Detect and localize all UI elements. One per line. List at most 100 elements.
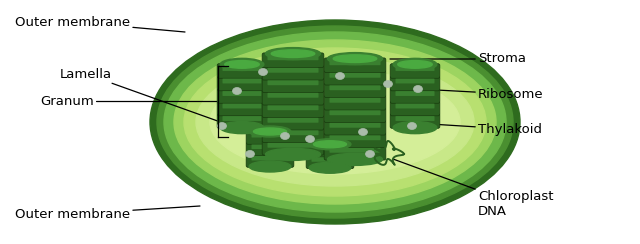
FancyBboxPatch shape	[324, 95, 386, 110]
Ellipse shape	[309, 162, 351, 173]
Ellipse shape	[157, 26, 513, 218]
Ellipse shape	[266, 48, 321, 60]
FancyBboxPatch shape	[396, 91, 435, 96]
FancyBboxPatch shape	[330, 110, 381, 115]
FancyBboxPatch shape	[268, 130, 319, 135]
Ellipse shape	[358, 129, 367, 135]
FancyBboxPatch shape	[268, 55, 319, 60]
Ellipse shape	[309, 139, 351, 150]
FancyBboxPatch shape	[396, 116, 435, 121]
Ellipse shape	[365, 151, 374, 157]
Ellipse shape	[280, 132, 289, 140]
FancyBboxPatch shape	[306, 143, 354, 157]
Text: Outer membrane: Outer membrane	[15, 16, 185, 32]
Ellipse shape	[164, 32, 506, 212]
FancyBboxPatch shape	[262, 103, 324, 118]
Ellipse shape	[314, 141, 346, 148]
Text: Lamella: Lamella	[60, 68, 268, 139]
FancyBboxPatch shape	[268, 118, 319, 123]
FancyBboxPatch shape	[390, 114, 440, 128]
Ellipse shape	[253, 128, 287, 135]
FancyBboxPatch shape	[324, 83, 386, 98]
FancyBboxPatch shape	[223, 66, 262, 71]
Ellipse shape	[225, 61, 259, 68]
FancyBboxPatch shape	[268, 68, 319, 73]
Text: Ribosome: Ribosome	[418, 88, 543, 101]
FancyBboxPatch shape	[324, 58, 386, 72]
FancyBboxPatch shape	[223, 116, 262, 121]
Ellipse shape	[218, 122, 227, 130]
Ellipse shape	[266, 148, 321, 160]
Ellipse shape	[220, 122, 264, 134]
Ellipse shape	[271, 50, 315, 58]
Ellipse shape	[184, 48, 486, 196]
Ellipse shape	[196, 58, 474, 186]
FancyBboxPatch shape	[268, 143, 319, 148]
FancyBboxPatch shape	[330, 98, 381, 103]
FancyBboxPatch shape	[324, 108, 386, 122]
FancyBboxPatch shape	[223, 104, 262, 108]
FancyBboxPatch shape	[390, 101, 440, 116]
FancyBboxPatch shape	[262, 141, 324, 155]
FancyBboxPatch shape	[390, 64, 440, 78]
FancyBboxPatch shape	[223, 79, 262, 83]
Ellipse shape	[246, 151, 255, 157]
FancyBboxPatch shape	[268, 105, 319, 110]
Ellipse shape	[210, 70, 460, 174]
Text: Thylakoid: Thylakoid	[430, 122, 542, 135]
Ellipse shape	[305, 135, 314, 142]
FancyBboxPatch shape	[324, 145, 386, 160]
FancyBboxPatch shape	[217, 101, 267, 116]
FancyBboxPatch shape	[330, 148, 381, 153]
FancyBboxPatch shape	[268, 80, 319, 85]
FancyBboxPatch shape	[217, 114, 267, 128]
FancyBboxPatch shape	[217, 89, 267, 103]
FancyBboxPatch shape	[324, 133, 386, 148]
FancyBboxPatch shape	[312, 146, 349, 150]
Ellipse shape	[249, 161, 291, 172]
FancyBboxPatch shape	[330, 85, 381, 90]
Ellipse shape	[335, 72, 344, 80]
Ellipse shape	[328, 53, 383, 65]
FancyBboxPatch shape	[396, 66, 435, 71]
FancyBboxPatch shape	[246, 142, 294, 156]
FancyBboxPatch shape	[262, 128, 324, 142]
FancyBboxPatch shape	[268, 93, 319, 98]
FancyBboxPatch shape	[217, 64, 267, 78]
FancyBboxPatch shape	[223, 91, 262, 96]
Ellipse shape	[393, 122, 437, 134]
Text: Granum: Granum	[40, 95, 218, 108]
Ellipse shape	[333, 55, 377, 62]
FancyBboxPatch shape	[246, 154, 294, 167]
FancyBboxPatch shape	[262, 53, 324, 68]
FancyBboxPatch shape	[252, 133, 289, 138]
FancyBboxPatch shape	[312, 157, 349, 162]
FancyBboxPatch shape	[330, 135, 381, 140]
FancyBboxPatch shape	[252, 144, 289, 149]
Ellipse shape	[232, 88, 241, 94]
Ellipse shape	[408, 122, 417, 130]
FancyBboxPatch shape	[262, 78, 324, 92]
FancyBboxPatch shape	[330, 60, 381, 65]
FancyBboxPatch shape	[330, 123, 381, 128]
Text: Outer membrane: Outer membrane	[15, 206, 200, 221]
Ellipse shape	[328, 153, 383, 165]
Ellipse shape	[174, 40, 496, 204]
FancyBboxPatch shape	[306, 155, 354, 169]
Ellipse shape	[259, 69, 268, 75]
Ellipse shape	[397, 61, 432, 68]
FancyBboxPatch shape	[252, 156, 289, 161]
FancyBboxPatch shape	[324, 121, 386, 135]
FancyBboxPatch shape	[390, 89, 440, 103]
Ellipse shape	[393, 58, 437, 71]
Ellipse shape	[413, 85, 422, 92]
FancyBboxPatch shape	[330, 73, 381, 78]
FancyBboxPatch shape	[262, 91, 324, 105]
FancyBboxPatch shape	[262, 65, 324, 80]
FancyBboxPatch shape	[246, 131, 294, 144]
Text: Stroma: Stroma	[390, 52, 526, 65]
FancyBboxPatch shape	[324, 71, 386, 85]
FancyBboxPatch shape	[396, 79, 435, 83]
FancyBboxPatch shape	[262, 115, 324, 130]
FancyBboxPatch shape	[396, 104, 435, 108]
